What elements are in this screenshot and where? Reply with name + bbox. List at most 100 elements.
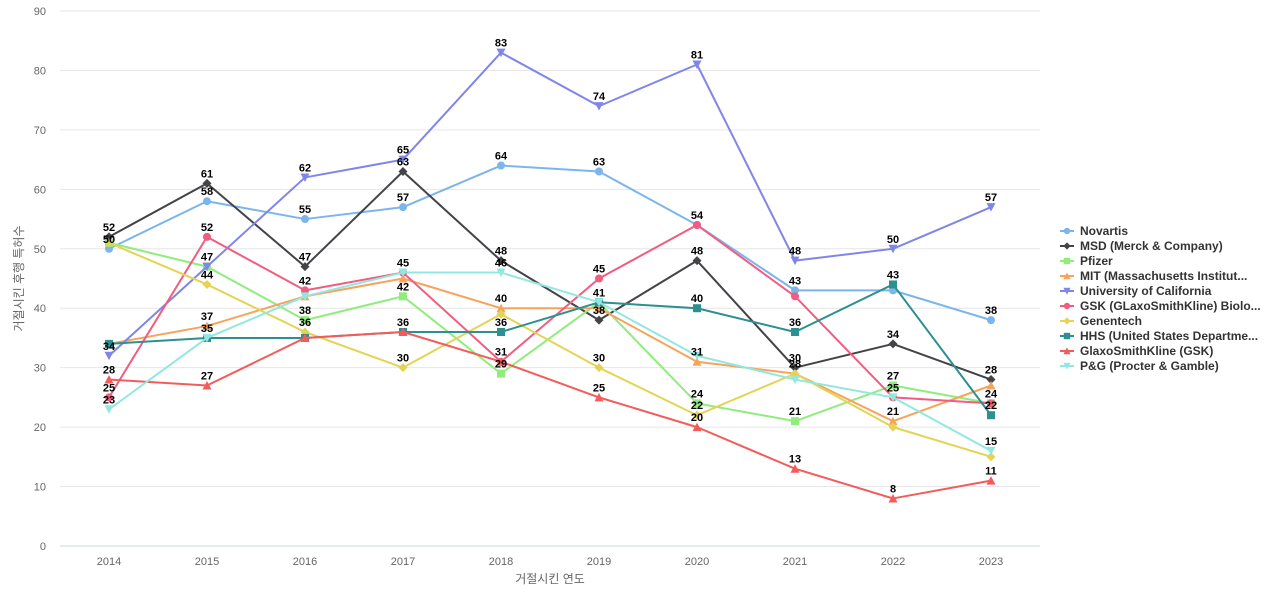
data-point	[595, 274, 603, 283]
data-point	[105, 339, 113, 348]
data-point	[497, 161, 505, 170]
data-point	[594, 298, 604, 307]
legend-label: P&G (Procter & Gamble)	[1080, 358, 1219, 373]
y-tick-label: 30	[34, 363, 46, 375]
legend-marker	[1063, 241, 1071, 250]
legend-item[interactable]: HHS (United States Departme...	[1060, 328, 1278, 343]
data-label: 58	[201, 186, 213, 198]
legend-item[interactable]: GlaxoSmithKline (GSK)	[1060, 343, 1278, 358]
legend-marker-icon	[1060, 316, 1074, 325]
legend-item[interactable]: MSD (Merck & Company)	[1060, 238, 1278, 253]
legend-item[interactable]: GSK (GLaxoSmithKline) Biolo...	[1060, 298, 1278, 313]
data-point	[692, 357, 702, 366]
data-point	[594, 303, 604, 313]
data-label: 29	[495, 359, 507, 371]
data-label: 23	[103, 394, 115, 406]
legend-marker-icon	[1060, 227, 1074, 234]
data-point	[693, 399, 701, 408]
data-point	[104, 351, 114, 361]
data-label: 24	[691, 388, 704, 400]
data-point	[105, 393, 113, 402]
data-label: 47	[299, 252, 311, 264]
legend-item[interactable]: Pfizer	[1060, 253, 1278, 268]
data-label: 30	[593, 353, 605, 365]
data-label: 74	[593, 91, 606, 103]
data-label: 11	[985, 466, 997, 478]
legend-label: Genentech	[1080, 313, 1143, 328]
x-tick-label: 2019	[587, 556, 611, 568]
data-label: 43	[789, 275, 801, 287]
legend-item[interactable]: Novartis	[1060, 223, 1278, 238]
data-label: 22	[985, 400, 997, 412]
data-point	[987, 316, 995, 325]
data-point	[888, 493, 898, 503]
data-point	[790, 464, 800, 473]
legend-label: HHS (United States Departme...	[1080, 328, 1259, 343]
data-point	[888, 339, 898, 349]
legend-marker	[1063, 287, 1071, 295]
data-point	[986, 446, 996, 456]
data-label: 50	[887, 234, 899, 246]
data-label: 54	[691, 210, 704, 222]
y-tick-label: 10	[34, 482, 46, 494]
legend-item[interactable]: P&G (Procter & Gamble)	[1060, 358, 1278, 373]
legend-label: Novartis	[1080, 223, 1129, 238]
legend-item[interactable]: MIT (Massachusetts Institut...	[1060, 268, 1278, 283]
series-line	[108, 283, 992, 417]
data-label: 63	[593, 157, 605, 169]
legend-label: GlaxoSmithKline (GSK)	[1080, 343, 1214, 358]
legend-marker-icon	[1060, 346, 1074, 354]
data-label: 61	[201, 168, 213, 180]
legend-marker-icon	[1060, 257, 1074, 264]
data-point	[202, 279, 212, 289]
data-label: 21	[789, 406, 801, 418]
data-point	[398, 327, 408, 336]
data-point	[203, 232, 211, 241]
data-label: 64	[495, 151, 508, 163]
data-label: 83	[495, 38, 507, 50]
data-label: 36	[789, 317, 801, 329]
data-point	[594, 315, 604, 325]
data-point	[693, 221, 701, 229]
data-label: 31	[691, 347, 703, 359]
data-label: 42	[397, 281, 409, 293]
data-label: 43	[887, 269, 899, 281]
series-lines	[104, 48, 996, 503]
legend-item[interactable]: University of California	[1060, 283, 1278, 298]
data-point	[301, 215, 309, 224]
data-label: 36	[495, 317, 507, 329]
data-point	[889, 280, 897, 289]
series-3	[104, 274, 996, 426]
data-label: 63	[397, 157, 409, 169]
data-point	[496, 303, 506, 313]
data-label: 25	[593, 382, 605, 394]
series-line	[108, 271, 992, 452]
legend-marker-icon	[1060, 271, 1074, 279]
data-point	[496, 309, 506, 319]
data-label: 41	[593, 287, 605, 299]
data-point	[888, 244, 898, 254]
data-label: 27	[887, 371, 899, 383]
series-line	[108, 164, 992, 322]
data-point	[104, 238, 114, 248]
data-label: 34	[103, 341, 116, 353]
legend-marker	[1063, 257, 1071, 264]
data-point	[790, 363, 800, 373]
data-point	[595, 167, 603, 176]
series-line	[108, 331, 992, 500]
legend-label: MSD (Merck & Company)	[1080, 238, 1223, 253]
data-label: 35	[201, 323, 213, 335]
series-line	[108, 241, 992, 458]
data-label: 50	[103, 234, 115, 246]
legend-item[interactable]: Genentech	[1060, 313, 1278, 328]
data-point	[888, 416, 898, 426]
data-point	[497, 369, 505, 378]
data-label: 27	[201, 371, 213, 383]
data-label: 15	[985, 436, 997, 448]
data-label: 28	[103, 365, 115, 377]
data-point	[497, 328, 505, 336]
data-point	[888, 393, 898, 402]
data-point	[399, 292, 407, 301]
series-line	[108, 277, 992, 423]
data-label: 30	[789, 353, 801, 365]
